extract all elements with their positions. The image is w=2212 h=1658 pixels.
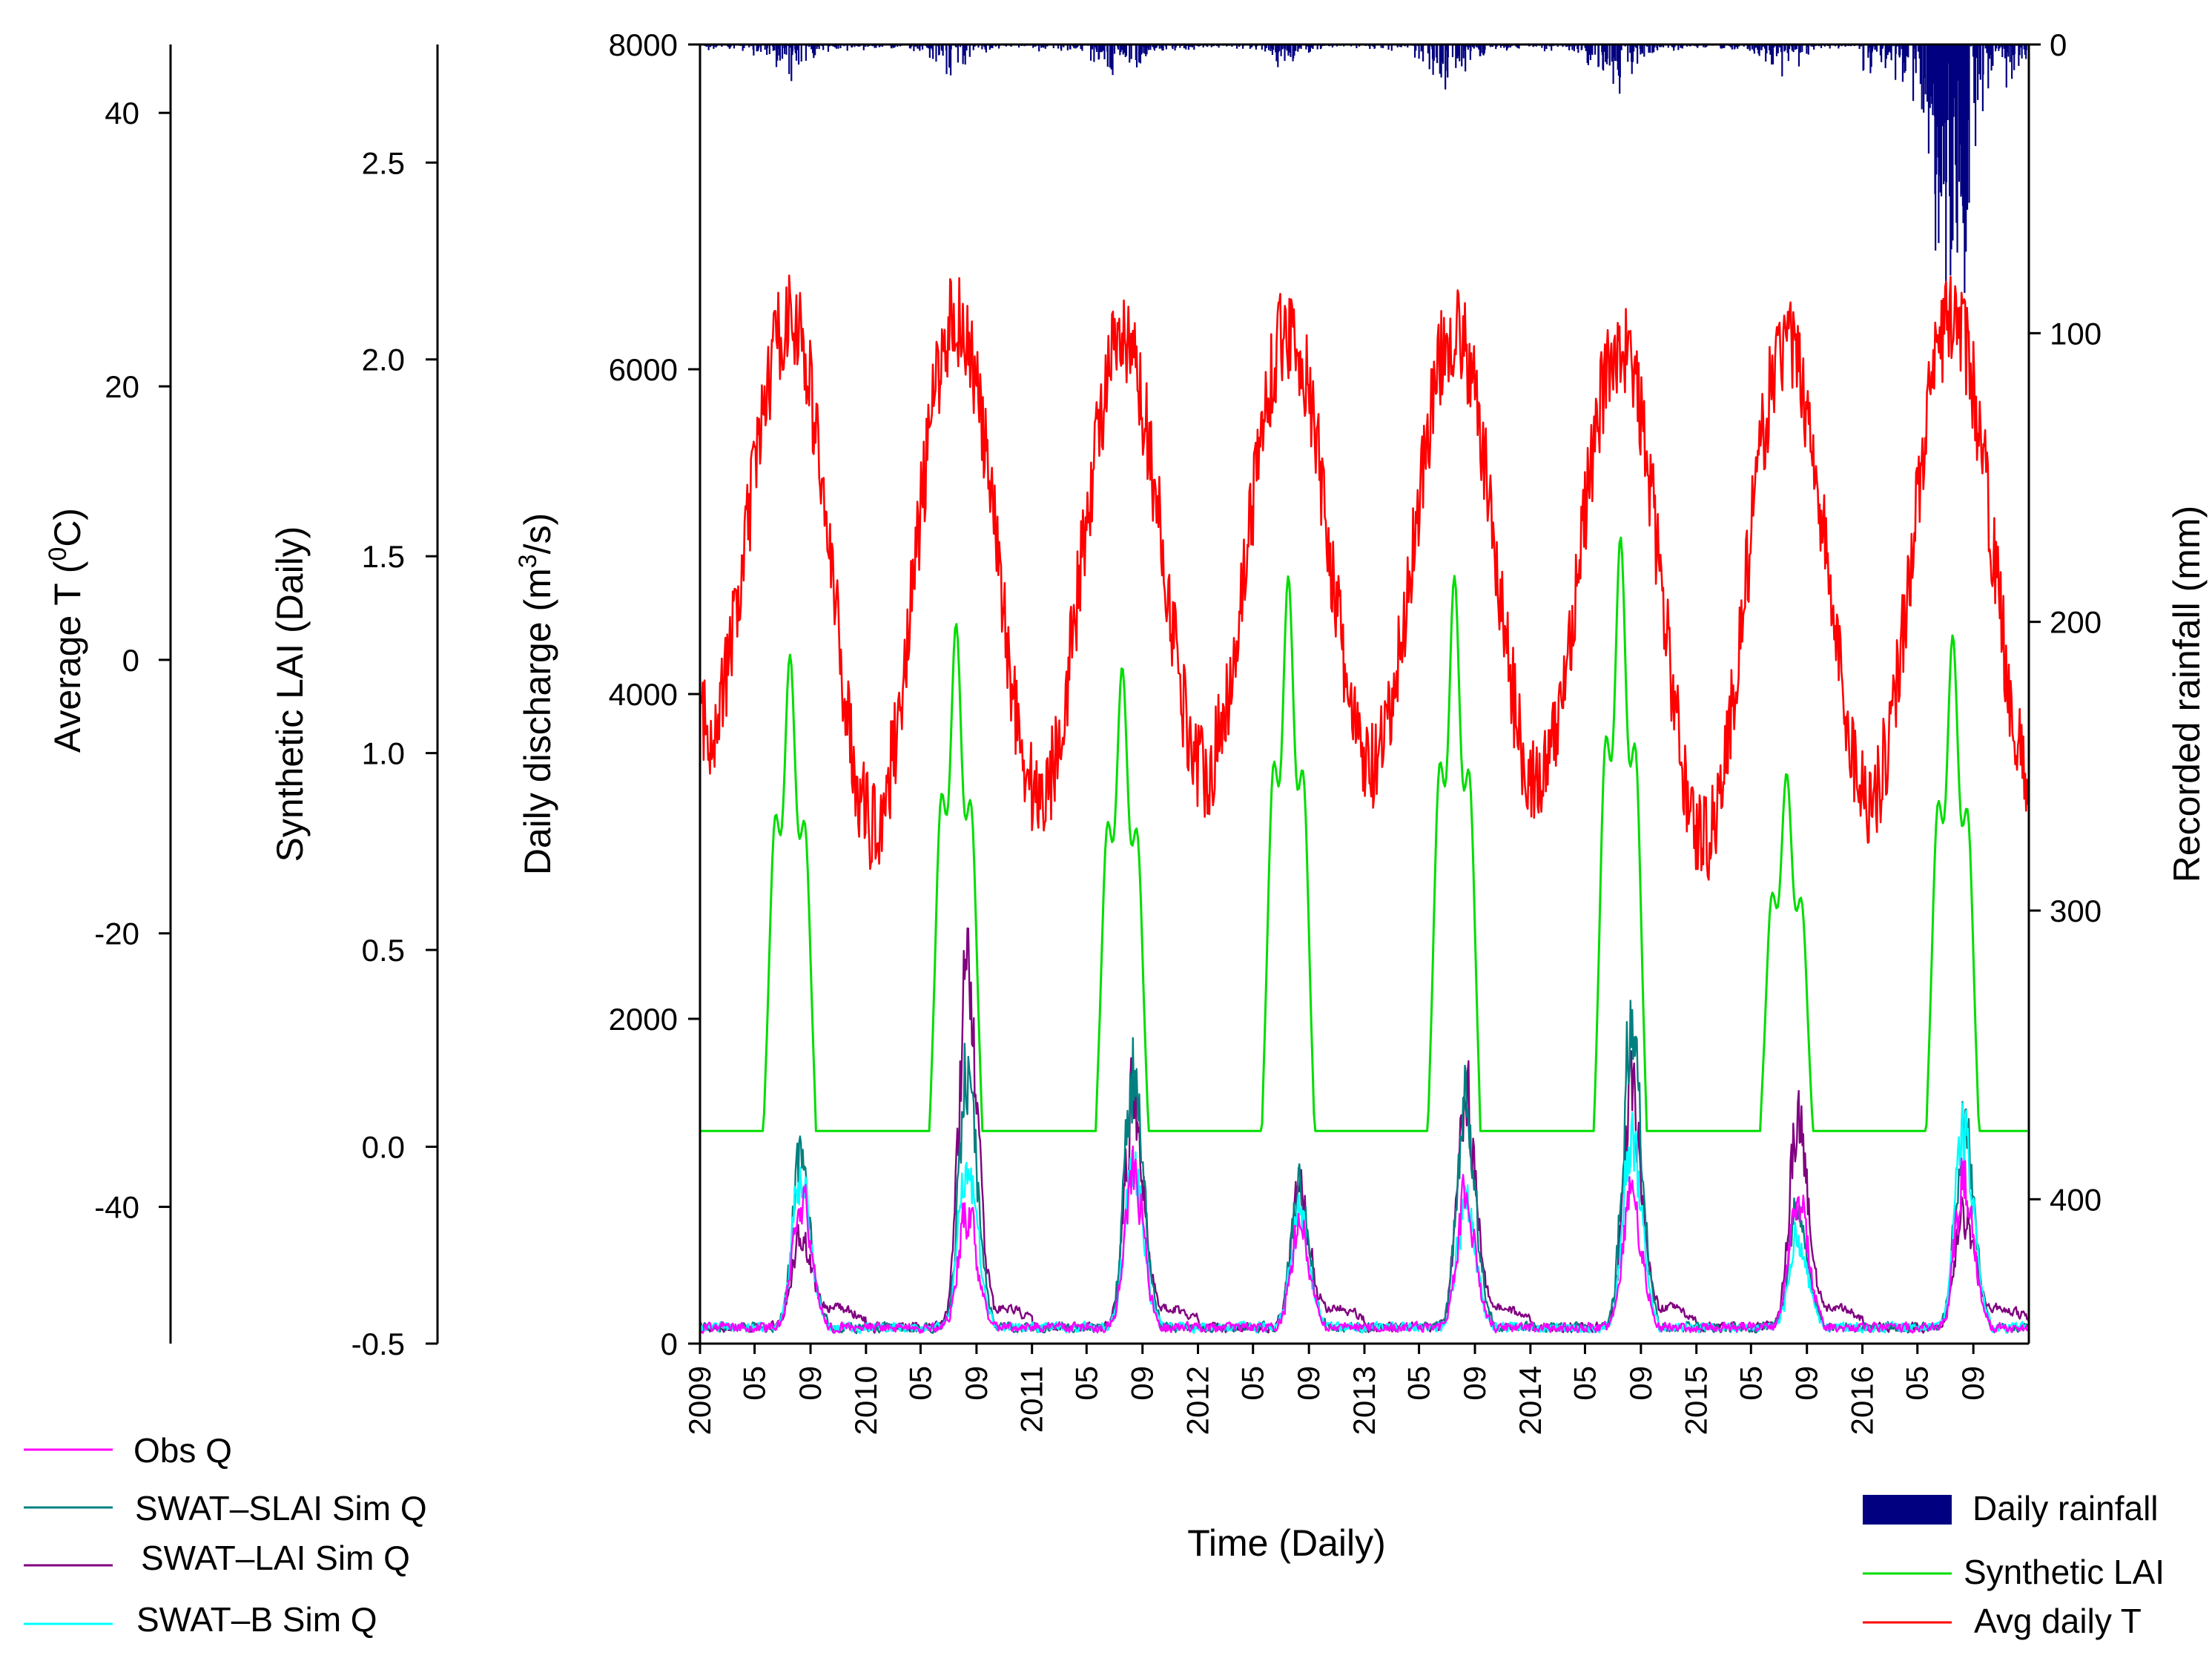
tick-labels: 2009 05 09 2010 05 09 2011 05 09 2012 05 09 2013 05 09… <box>94 27 2102 1435</box>
discharge-tick-label: 2000 <box>609 1002 678 1037</box>
discharge-tick-label: 6000 <box>609 352 678 387</box>
discharge-tick-label: 8000 <box>609 27 678 62</box>
rainfall-bars <box>699 44 2028 294</box>
x-tick-label: 09 <box>1623 1366 1658 1401</box>
rainfall-tick-label: 100 <box>2050 316 2102 351</box>
obs-q-line <box>699 1145 2029 1334</box>
x-tick-label: 05 <box>1069 1366 1103 1401</box>
discharge-axis-title: Daily discharge (m3/s) <box>514 513 558 875</box>
lai-tick-label: 0.5 <box>362 933 405 968</box>
legend-swat-b-label: SWAT–B Sim Q <box>136 1600 377 1639</box>
x-tick-label: 2012 <box>1181 1366 1215 1435</box>
discharge-tick-label: 0 <box>661 1327 678 1361</box>
temperature-axis-title: Average T (0C) <box>44 508 88 753</box>
lai-tick-label: 2.0 <box>362 343 405 377</box>
legend-swat-lai-label: SWAT–LAI Sim Q <box>141 1539 410 1577</box>
rainfall-tick-label: 0 <box>2050 27 2067 62</box>
legend-rainfall-label: Daily rainfall <box>1972 1489 2159 1527</box>
temperature-tick-label: 20 <box>105 369 139 404</box>
x-tick-label: 05 <box>737 1366 772 1401</box>
x-tick-label: 05 <box>1235 1366 1270 1401</box>
x-tick-label: 05 <box>1733 1366 1768 1401</box>
x-tick-label: 09 <box>959 1366 994 1401</box>
x-tick-label: 09 <box>1291 1366 1326 1401</box>
axes <box>159 43 2041 1354</box>
avg-daily-temperature-line <box>699 274 2030 881</box>
swat-b-sim-q-line <box>699 1102 2029 1334</box>
temperature-tick-label: -20 <box>94 916 139 951</box>
temperature-tick-label: 40 <box>105 96 139 131</box>
x-tick-label: 05 <box>1567 1366 1602 1401</box>
lai-tick-label: 2.5 <box>362 145 405 180</box>
rainfall-tick-label: 200 <box>2050 605 2102 640</box>
x-tick-label: 09 <box>1955 1366 1990 1401</box>
legend-left: Obs Q SWAT–SLAI Sim Q SWAT–LAI Sim Q SWA… <box>24 1431 427 1639</box>
x-tick-label: 05 <box>1402 1366 1436 1401</box>
discharge-tick-label: 4000 <box>609 677 678 712</box>
temperature-tick-label: 0 <box>122 643 139 678</box>
legend-swat-slai-label: SWAT–SLAI Sim Q <box>135 1489 427 1527</box>
temperature-tick-label: -40 <box>94 1190 139 1225</box>
legend-right: Daily rainfall Synthetic LAI Avg daily T <box>1863 1489 2165 1640</box>
x-tick-label: 05 <box>1900 1366 1935 1401</box>
x-tick-label: 2010 <box>848 1366 883 1435</box>
x-axis-title: Time (Daily) <box>1187 1522 1386 1564</box>
swat-slai-sim-q-line <box>699 1000 2029 1335</box>
rainfall-tick-label: 300 <box>2050 894 2102 928</box>
lai-tick-label: -0.5 <box>351 1327 405 1361</box>
rainfall-tick-label: 400 <box>2050 1182 2102 1217</box>
lai-tick-label: 0.0 <box>362 1130 405 1165</box>
x-tick-label: 09 <box>1125 1366 1160 1401</box>
x-tick-label: 09 <box>1789 1366 1824 1401</box>
legend-obs-q-label: Obs Q <box>133 1431 232 1470</box>
x-tick-label: 2015 <box>1679 1366 1714 1435</box>
x-tick-label: 05 <box>902 1366 937 1401</box>
x-tick-label: 2013 <box>1347 1366 1381 1435</box>
rainfall-axis-title: Recorded rainfall (mm) <box>2166 506 2208 882</box>
x-tick-label: 2014 <box>1513 1366 1548 1435</box>
legend-avg-t-label: Avg daily T <box>1974 1602 2142 1640</box>
x-tick-label: 09 <box>793 1366 828 1401</box>
x-tick-label: 2016 <box>1845 1366 1880 1435</box>
x-tick-label: 2011 <box>1014 1366 1049 1433</box>
legend-synthetic-lai-label: Synthetic LAI <box>1964 1553 2165 1591</box>
lai-tick-label: 1.0 <box>362 736 405 771</box>
lai-tick-label: 1.5 <box>362 539 405 574</box>
data-series-lines <box>699 274 2030 1335</box>
lai-axis-title: Synthetic LAI (Daily) <box>269 526 311 862</box>
x-tick-label: 09 <box>1457 1366 1492 1401</box>
x-tick-label: 2009 <box>682 1366 717 1435</box>
legend-rainfall-swatch <box>1863 1495 1952 1525</box>
synthetic-lai-line <box>700 536 2028 1132</box>
